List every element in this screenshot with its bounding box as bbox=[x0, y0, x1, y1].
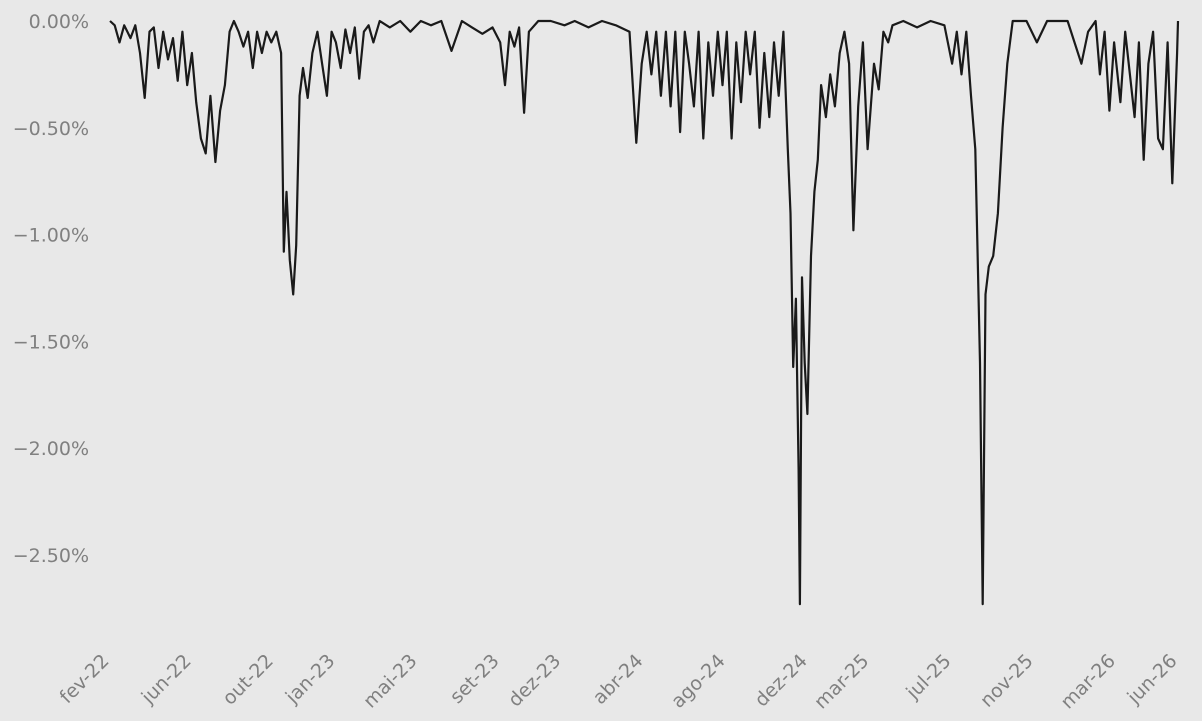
y-tick-label: −2.50% bbox=[13, 545, 89, 567]
y-tick-label: −2.00% bbox=[13, 438, 89, 460]
y-tick-label: −0.50% bbox=[13, 118, 89, 140]
y-tick-label: 0.00% bbox=[29, 11, 89, 33]
y-tick-label: −1.00% bbox=[13, 225, 89, 247]
y-tick-label: −1.50% bbox=[13, 331, 89, 353]
